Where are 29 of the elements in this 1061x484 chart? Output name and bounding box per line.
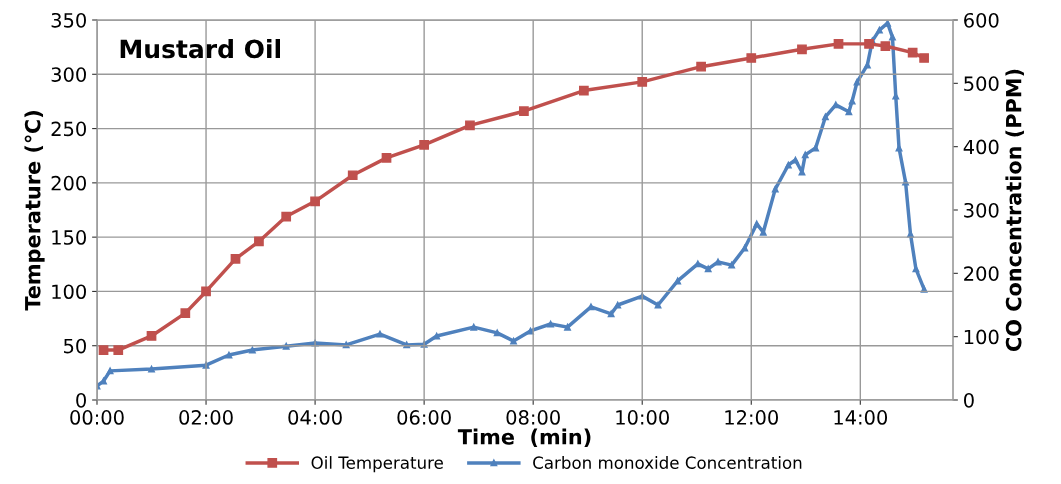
- y-tick-label: 50: [64, 338, 86, 354]
- y-tick-label: 350: [51, 12, 86, 28]
- y2-tick-label: 400: [963, 139, 999, 155]
- legend-label: Carbon monoxide Concentration: [533, 456, 802, 469]
- y-tick-label: 0: [76, 392, 86, 408]
- x-tick-label: 02:00: [179, 410, 233, 425]
- x-tick-label: 04:00: [288, 410, 342, 425]
- y-axis-title: Temperature (℃): [24, 111, 45, 311]
- y2-tick-label: 200: [964, 266, 999, 281]
- y-tick-label: 150: [52, 230, 86, 245]
- x-tick-label: 08:00: [506, 410, 560, 425]
- y2-tick-label: 300: [964, 202, 999, 218]
- x-tick-label: 06:00: [397, 410, 451, 425]
- x-tick-label: 00:00: [70, 410, 124, 425]
- legend-label: Oil Temperature: [311, 456, 443, 473]
- x-tick-label: 10:00: [616, 410, 669, 425]
- y-tick-label: 100: [52, 284, 86, 300]
- y2-axis-title: CO Concentration (PPM): [1005, 69, 1024, 352]
- y-tick-label: 200: [51, 175, 86, 191]
- x-tick-label: 14:00: [834, 410, 888, 425]
- y2-tick-label: 500: [964, 76, 999, 91]
- y-tick-label: 250: [51, 121, 86, 137]
- y2-tick-label: 0: [964, 392, 974, 408]
- y-tick-label: 300: [51, 67, 86, 82]
- x-axis-title: Time (min): [457, 428, 591, 448]
- x-tick-label: 12:00: [725, 410, 778, 425]
- y2-tick-label: 100: [964, 329, 999, 345]
- text: Mustard Oil: [120, 39, 280, 59]
- y2-tick-label: 600: [964, 12, 999, 28]
